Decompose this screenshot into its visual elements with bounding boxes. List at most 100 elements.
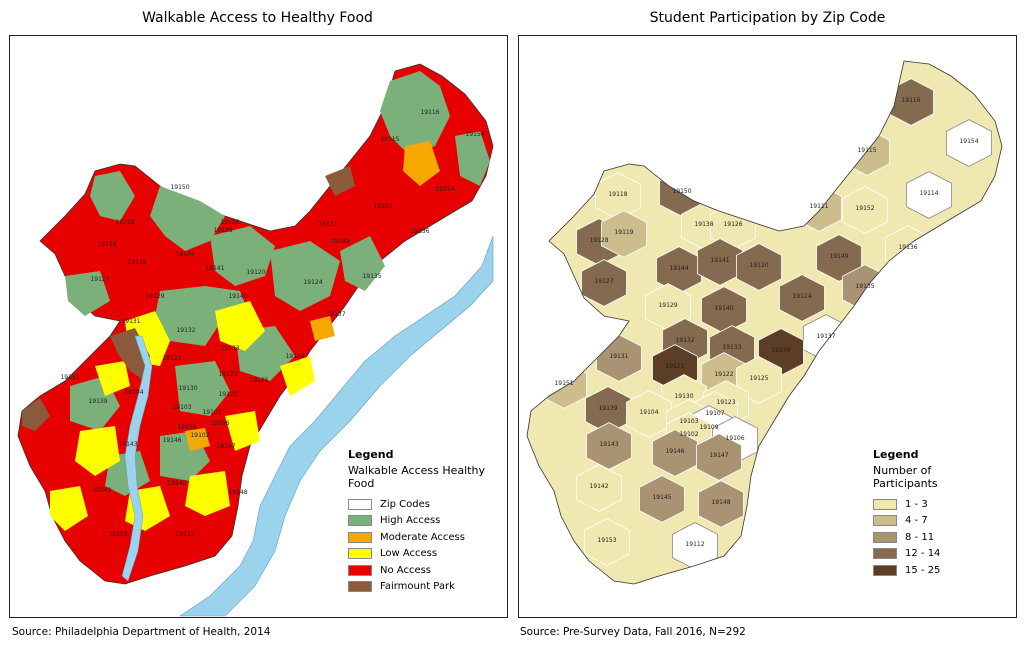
- right-legend-label: 1 - 3: [905, 498, 928, 510]
- left-legend-item: No Access: [348, 562, 507, 579]
- zip-region: [906, 171, 952, 219]
- right-zip-label: 19112: [685, 541, 704, 548]
- left-legend-item: Fairmount Park: [348, 579, 507, 596]
- delaware-river: [179, 235, 494, 617]
- right-zip-label: 19135: [855, 283, 874, 290]
- food-access-map: 19116 19115 19154 19114 19150 19118 19128 19119…: [17, 63, 494, 617]
- left-map-title: Walkable Access to Healthy Food: [142, 10, 373, 26]
- right-zip-label: 19127: [594, 278, 613, 285]
- left-zip-label: 19144: [175, 251, 194, 258]
- left-zip-label: 19140: [228, 293, 247, 300]
- right-legend-item: 15 - 25: [873, 562, 943, 579]
- right-zip-label: 19145: [652, 494, 671, 501]
- high-access-areas: [65, 71, 490, 496]
- right-zip-label: 19104: [639, 409, 658, 416]
- right-legend-label: 8 - 11: [905, 531, 935, 543]
- right-zip-label: 19119: [614, 229, 633, 236]
- right-legend-item: 12 - 14: [873, 546, 943, 563]
- right-legend-label: 12 - 14: [905, 548, 941, 560]
- right-legend-item: 4 - 7: [873, 513, 943, 530]
- right-zip-label: 19154: [959, 138, 978, 145]
- left-zip-label: 19145: [167, 480, 186, 487]
- left-zip-label: 19127: [90, 276, 109, 283]
- right-zip-label: 19116: [901, 97, 920, 104]
- right-zip-label: 19111: [809, 203, 828, 210]
- right-zip-label: 19147: [709, 452, 728, 459]
- left-zip-label: 19125: [249, 377, 268, 384]
- right-zip-label: 19134: [771, 347, 790, 354]
- right-zip-label: 19137: [816, 333, 835, 340]
- right-zip-label: 19126: [723, 221, 742, 228]
- right-zip-label: 19153: [597, 537, 616, 544]
- left-legend-label: Fairmount Park: [380, 581, 455, 593]
- right-legend-swatch: [873, 498, 897, 510]
- left-zip-label: 19131: [121, 318, 140, 325]
- left-zip-label: 19153: [108, 531, 127, 538]
- right-zip-label: 19102: [679, 431, 698, 438]
- left-zip-label: 19112: [175, 531, 194, 538]
- right-legend-swatch: [873, 564, 897, 576]
- left-map-panel: 19116 19115 19154 19114 19150 19118 19128 19119…: [9, 35, 508, 618]
- right-zip-label: 19120: [749, 262, 768, 269]
- zip-region: [581, 259, 627, 307]
- left-zip-label: 19103: [172, 404, 191, 411]
- left-zip-label: 19106: [210, 420, 229, 427]
- right-zip-label: 19142: [589, 483, 608, 490]
- left-zip-label: 19111: [318, 221, 337, 228]
- zip-region: [639, 475, 685, 523]
- left-legend-item: High Access: [348, 513, 507, 530]
- left-zip-label: 19141: [205, 265, 224, 272]
- right-map-title: Student Participation by Zip Code: [649, 10, 886, 26]
- right-zip-label: 19129: [658, 302, 677, 309]
- right-source: Source: Pre-Survey Data, Fall 2016, N=29…: [520, 626, 746, 638]
- right-zip-label: 19131: [609, 353, 628, 360]
- low-access-areas: [50, 301, 315, 531]
- right-legend-label: 15 - 25: [905, 564, 941, 576]
- right-legend-swatch: [873, 531, 897, 543]
- left-source: Source: Philadelphia Department of Healt…: [12, 626, 271, 638]
- right-zip-label: 19136: [898, 244, 917, 251]
- right-zip-label: 19140: [714, 305, 733, 312]
- right-zip-label: 19148: [711, 499, 730, 506]
- right-zip-label: 19121: [665, 363, 684, 370]
- right-zip-label: 19114: [919, 190, 938, 197]
- left-zip-label: 19135: [362, 273, 381, 280]
- left-legend-item: Zip Codes: [348, 496, 507, 513]
- left-zip-label: 19147: [216, 443, 235, 450]
- left-legend-item: Moderate Access: [348, 529, 507, 546]
- left-zip-label: 19133: [220, 345, 239, 352]
- right-zip-label: 19143: [599, 441, 618, 448]
- left-legend-swatch: [348, 515, 372, 527]
- left-zip-label: 19109: [177, 424, 196, 431]
- left-zip-labels: 19116 19115 19154 19114 19150 19118 19128 19119…: [60, 109, 484, 538]
- right-zip-label: 19149: [829, 253, 848, 260]
- left-zip-label: 19142: [92, 487, 111, 494]
- left-zip-label: 19121: [162, 355, 181, 362]
- left-zip-label: 19132: [176, 327, 195, 334]
- right-zip-label: 19109: [699, 424, 718, 431]
- left-zip-label: 19118: [115, 219, 134, 226]
- zip-region: [736, 243, 782, 291]
- right-legend-swatch: [873, 548, 897, 560]
- left-zip-label: 19149: [330, 238, 349, 245]
- left-zip-label: 19128: [97, 241, 116, 248]
- right-zip-label: 19125: [749, 375, 768, 382]
- right-zip-label: 19122: [714, 371, 733, 378]
- right-city-outline: [526, 60, 1003, 585]
- left-legend-swatch: [348, 548, 372, 560]
- left-legend-swatch: [348, 564, 372, 576]
- left-zip-label: 19136: [410, 228, 429, 235]
- left-zip-label: 19104: [124, 389, 143, 396]
- schuylkill-river: [121, 335, 153, 582]
- left-zip-label: 19139: [88, 398, 107, 405]
- right-zip-label: 19123: [716, 399, 735, 406]
- left-zip-label: 19107: [202, 409, 221, 416]
- left-zip-label: 19122: [218, 371, 237, 378]
- left-legend-swatch: [348, 498, 372, 510]
- left-zip-label: 19134: [285, 353, 304, 360]
- right-legend-title: Legend: [873, 448, 919, 461]
- moderate-access-areas: [185, 141, 440, 451]
- left-zip-label: 19137: [326, 311, 345, 318]
- right-legend-item: 1 - 3: [873, 496, 943, 513]
- right-zip-label: 19118: [608, 191, 627, 198]
